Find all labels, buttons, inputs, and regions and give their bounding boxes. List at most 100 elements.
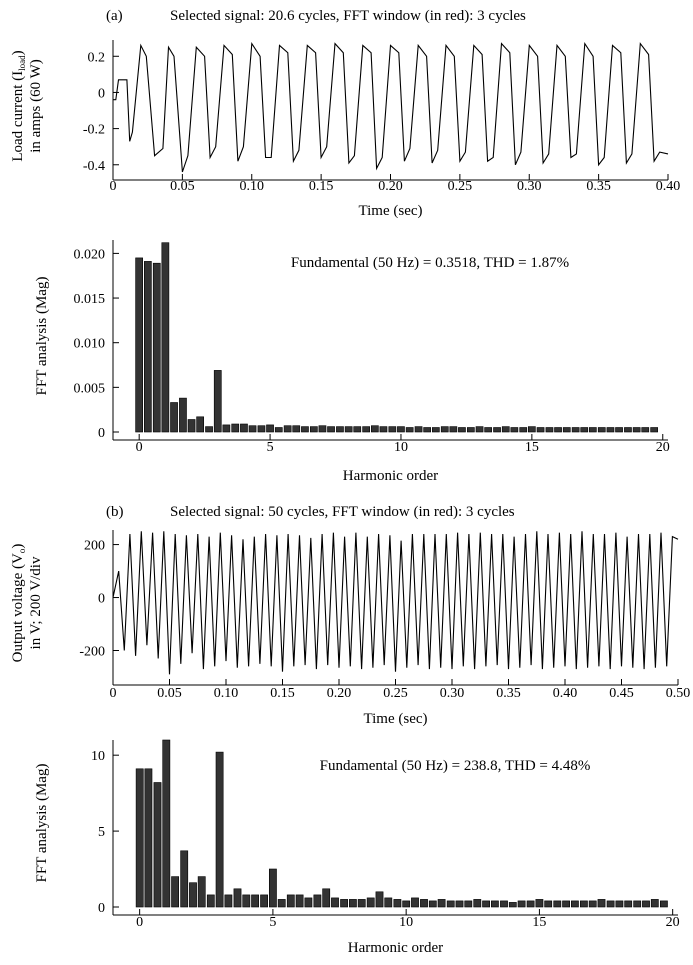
bar [313,894,322,908]
bar [517,900,526,908]
bar [153,782,162,908]
bar [482,900,490,908]
bar [180,850,189,908]
bar [301,426,309,433]
bar [274,427,283,433]
y-tick-label: 0 [98,86,105,101]
bar [423,427,432,433]
panel-label: (a) [106,8,123,24]
x-tick-label: 0 [136,915,143,930]
panel-label: (b) [106,504,124,520]
bar [189,882,197,908]
bar [206,894,215,908]
bar [650,899,659,908]
y-tick-label: 5 [98,825,105,840]
x-tick-label: 15 [532,915,546,930]
bar [348,899,357,908]
y-axis-label: Load current (Iload)in amps (60 W) [10,50,44,161]
y-tick-label: 200 [84,539,105,554]
y-tick-label: -200 [79,645,105,660]
bar [242,894,251,908]
bar [606,427,615,433]
bar [526,900,535,908]
chart-current-fft: 0 5 10 15 20 0 0.005 0.010 0.015 0.020 Harmonic or… [34,240,670,484]
y-tick-label: -0.2 [83,123,105,138]
x-tick-label: 0.15 [270,686,295,701]
y-axis-label-line-1: Output voltage (V [10,553,26,662]
bar [553,900,562,908]
bar [268,868,277,908]
chart-current-waveform: 0 0.05 0.10 0.15 0.20 0.25 0.30 0.35 0.40-0.4-0.… [10,8,680,219]
bar [331,897,339,908]
bar [615,900,624,908]
bar [431,427,440,433]
bar [500,900,508,908]
bar [248,425,257,433]
bar [597,899,606,908]
bar [251,894,259,908]
y-tick-label: 0.020 [74,247,106,262]
bar [402,900,411,908]
x-tick-label: 0.20 [378,179,403,194]
y-axis-label-subscript: o [17,548,27,553]
x-tick-label: 5 [269,915,276,930]
bar [362,426,371,433]
x-tick-label: 0 [110,179,117,194]
bar [571,427,580,433]
bar [224,894,233,908]
y-tick-label: 0.2 [88,50,106,65]
bar [286,894,295,908]
bar [379,426,388,433]
bar [375,891,384,908]
bar [493,427,501,433]
bar [266,424,274,433]
x-tick-label: 0.30 [440,686,465,701]
bar [606,900,615,908]
fft-annotation: Fundamental (50 Hz) = 0.3518, THD = 1.87… [291,255,569,271]
series-line [113,41,669,173]
x-tick-label: 0.10 [240,179,265,194]
bar [624,427,632,433]
x-tick-label: 0.20 [327,686,352,701]
bar [318,425,327,433]
y-axis-label: Output voltage (Vo) in V; 200 V/div [10,544,44,663]
x-tick-label: 0.25 [448,179,473,194]
bar [519,427,528,433]
y-axis-label-line-2: in amps (60 W) [28,59,44,152]
bar [292,425,301,433]
bar [196,416,205,433]
bar [152,262,161,433]
bar [508,902,517,908]
bar [205,426,213,433]
bar [340,899,348,908]
bar [580,427,589,433]
x-tick-label: 5 [267,440,274,455]
bar [135,768,144,908]
bar [597,427,606,433]
bar [344,426,353,433]
y-axis-label-close: ) [10,50,26,55]
x-tick-label: 20 [666,915,680,930]
bar [233,888,242,908]
bar [336,426,344,433]
bar [458,427,466,433]
bar [428,900,437,908]
bar [187,419,196,433]
bar [437,899,446,908]
bar [562,427,571,433]
bar [144,261,152,433]
bar [641,427,650,433]
x-tick-label: 0.50 [666,686,691,701]
bar [659,900,668,908]
bar [405,427,414,433]
x-tick-label: 0 [136,440,143,455]
bar [475,426,484,433]
chart-voltage-fft: 0 5 10 15 20 0 5 10 Harmonic order Fundamental (5… [34,739,680,956]
x-axis-label: Harmonic order [343,468,438,484]
bar [240,423,248,433]
x-tick-label: 0.05 [170,179,195,194]
bar [295,894,304,908]
x-tick-label: 0.35 [586,179,611,194]
bar [309,426,318,433]
